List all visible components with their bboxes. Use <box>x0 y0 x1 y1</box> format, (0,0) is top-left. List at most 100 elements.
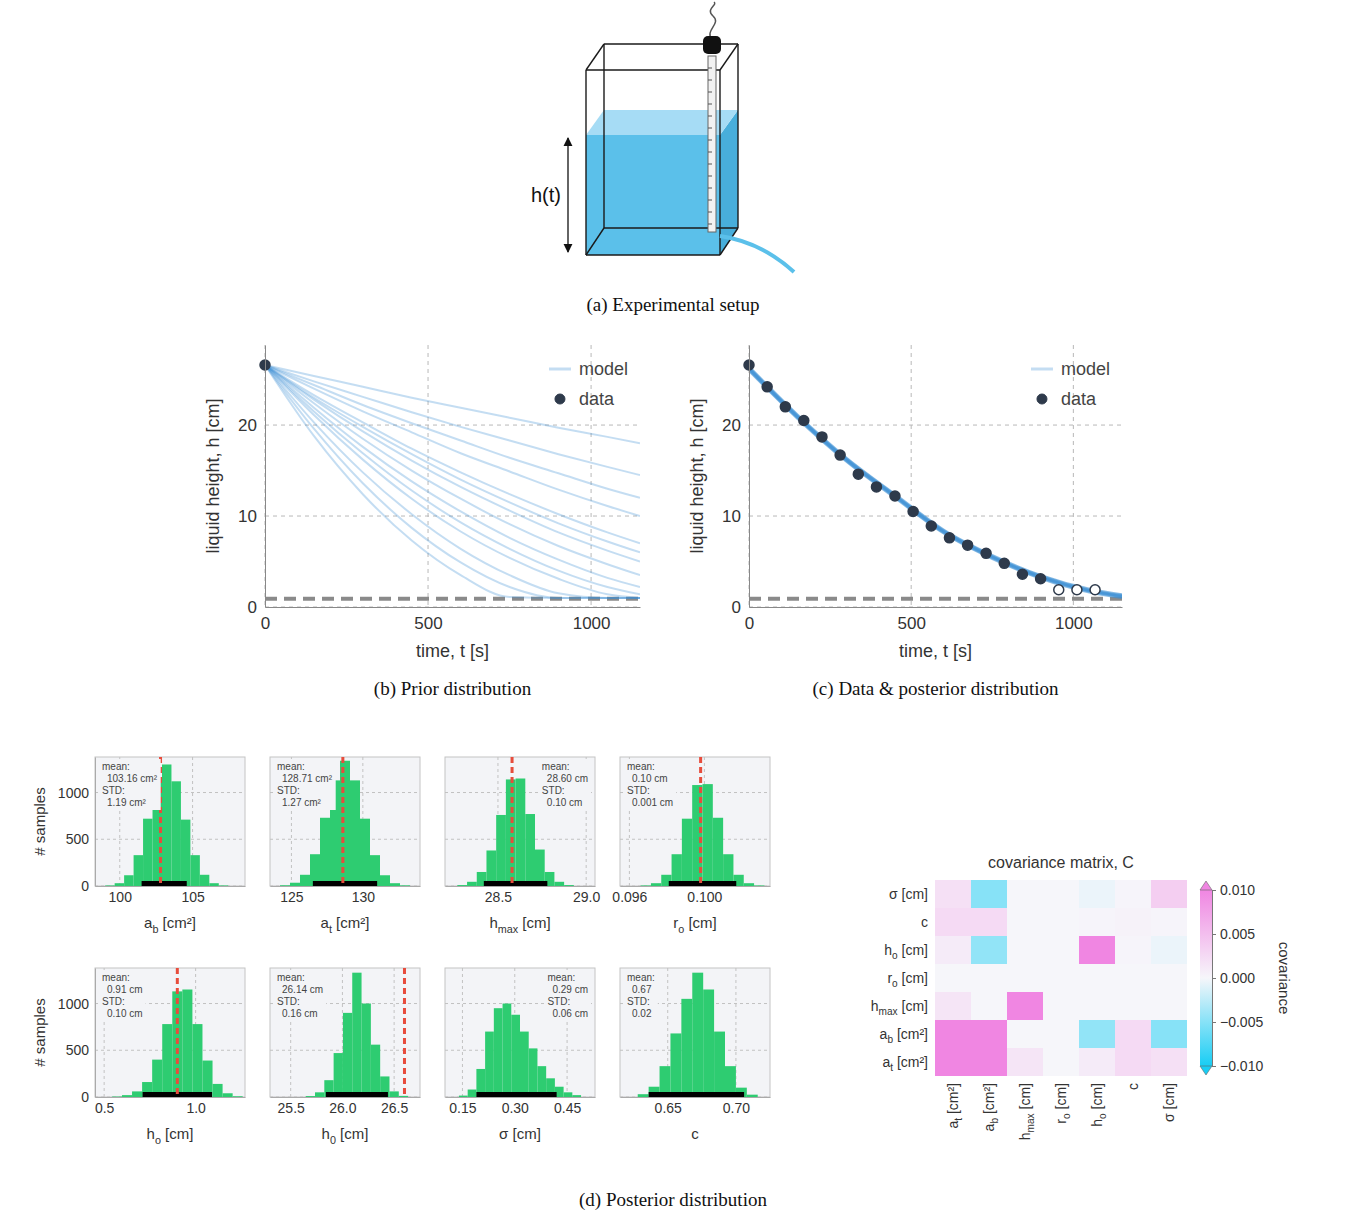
heatmap-cell <box>1007 964 1043 992</box>
annotation-text: mean: <box>102 972 130 983</box>
x-tick: 0 <box>745 607 754 633</box>
label-main: σ [cm] <box>889 886 928 902</box>
x-axis-title: ab [cm²] <box>144 914 196 935</box>
histogram-bar <box>682 819 692 886</box>
reference-line <box>176 968 179 1097</box>
label-main: h <box>322 1125 330 1142</box>
annotation-text: 0.67 <box>632 984 652 995</box>
heatmap-cell <box>1115 992 1151 1020</box>
histogram: mean:0.29 cmSTD:0.06 cm0.150.300.45σ [cm… <box>445 968 596 1142</box>
label-main: c <box>921 914 928 930</box>
histogram-bar <box>380 875 390 886</box>
caption: (b) Prior distribution <box>374 678 532 700</box>
model-curve <box>265 365 640 598</box>
annotation-background <box>624 759 676 810</box>
grid <box>270 757 420 886</box>
data-point <box>835 450 845 460</box>
histogram-bar <box>181 820 190 886</box>
x-tick: 0.100 <box>687 886 722 905</box>
x-tick: 0.65 <box>655 1097 682 1116</box>
x-axis: 100105 <box>96 886 246 905</box>
outlet-hose <box>720 236 794 272</box>
histogram-bar <box>124 875 133 886</box>
plot-background <box>95 757 245 886</box>
colorbar-tick-mark <box>1212 934 1216 935</box>
plot-background <box>445 757 595 886</box>
y-grid-line <box>749 607 1122 608</box>
colorbar-tick-mark <box>1212 978 1216 979</box>
heatmap-cell <box>1043 880 1079 908</box>
histogram-bar <box>192 1024 202 1097</box>
x-axis: 05001000 <box>261 607 641 633</box>
x-tick-label: 29.0 <box>573 889 600 905</box>
heatmap-cell <box>1115 936 1151 964</box>
x-grid-line <box>394 968 395 1097</box>
y-tick-label: 0 <box>81 878 89 894</box>
legend-label: model <box>1061 359 1110 379</box>
figure: h(t)(a) Experimental setup0500100001020t… <box>0 0 1346 1224</box>
label-main: c <box>691 1125 699 1142</box>
colorbar-tick: 0.005 <box>1212 926 1255 942</box>
label-main: c <box>1125 1083 1141 1090</box>
colorbar-tick-mark <box>1212 1022 1216 1023</box>
histogram-bar <box>467 882 477 886</box>
colorbar-axis: −0.010−0.0050.0000.0050.010 <box>1212 882 1263 1074</box>
data-point <box>1017 569 1027 579</box>
y-axis-line <box>749 346 750 608</box>
y-axis-line <box>95 969 96 1098</box>
annotation-text: STD: <box>547 996 570 1007</box>
colorbar-tick: 0.000 <box>1212 970 1255 986</box>
label-unit: [cm] <box>1089 1083 1105 1113</box>
row-label: ab [cm²] <box>880 1026 928 1045</box>
y-tick-label: 1000 <box>58 996 89 1012</box>
x-axis-title: ro [cm] <box>673 914 717 935</box>
y-tick-label: 10 <box>238 507 257 526</box>
histogram: mean:0.67STD:0.020.650.70c <box>620 968 771 1142</box>
heatmap-cell <box>1115 964 1151 992</box>
heatmap-cell <box>1007 936 1043 964</box>
tank-edge <box>737 44 738 228</box>
heatmap-cell <box>1151 936 1187 964</box>
column-label: at [cm²] <box>945 1083 964 1129</box>
y-axis-line <box>95 758 96 887</box>
histogram-bar <box>280 885 290 886</box>
setup-diagram: h(t)(a) Experimental setup <box>531 2 794 316</box>
histogram-bar <box>202 1061 212 1097</box>
data-point <box>799 416 809 426</box>
annotation: mean:0.10 cmSTD:0.001 cm <box>624 759 676 810</box>
model-curve <box>265 365 640 587</box>
y-tick: 500 <box>66 831 95 847</box>
annotation-text: STD: <box>102 785 125 796</box>
legend-label: model <box>579 359 628 379</box>
annotation-text: 26.14 cm <box>282 984 323 995</box>
x-axis-line <box>96 886 246 887</box>
x-tick-label: 0.15 <box>449 1100 476 1116</box>
label-subscript: max <box>498 923 519 935</box>
heatmap-cell <box>1115 880 1151 908</box>
y-axis: 01020 <box>722 346 749 617</box>
covariance-heatmap: covariance matrix, Cat [cm²]at [cm²]ab [… <box>871 854 1294 1140</box>
heatmap-cell <box>1079 908 1115 936</box>
plot-background <box>270 757 420 886</box>
x-grid-line <box>428 345 429 607</box>
grid <box>620 757 770 886</box>
heatmap-cell <box>1007 1020 1043 1048</box>
plot-area <box>280 757 410 886</box>
histogram: mean:28.60 cmSTD:0.10 cm28.529.0hmax [cm… <box>445 757 601 935</box>
sensor-scale-tick <box>708 140 712 141</box>
legend-item: data <box>555 389 615 409</box>
histogram-bar <box>520 1032 529 1097</box>
heatmap-cell <box>971 908 1007 936</box>
plot-background <box>620 968 770 1097</box>
annotation-text: mean: <box>102 761 130 772</box>
plot-background <box>749 345 1122 607</box>
annotation-background <box>274 970 326 1021</box>
height-arrow <box>567 138 568 252</box>
histogram-bar <box>399 1096 408 1097</box>
heatmap-cell <box>935 964 971 992</box>
tank-edge <box>586 254 720 255</box>
model-curve <box>265 365 640 561</box>
plot-area <box>105 757 228 886</box>
data-point <box>926 521 936 531</box>
heatmap-cell <box>935 880 971 908</box>
